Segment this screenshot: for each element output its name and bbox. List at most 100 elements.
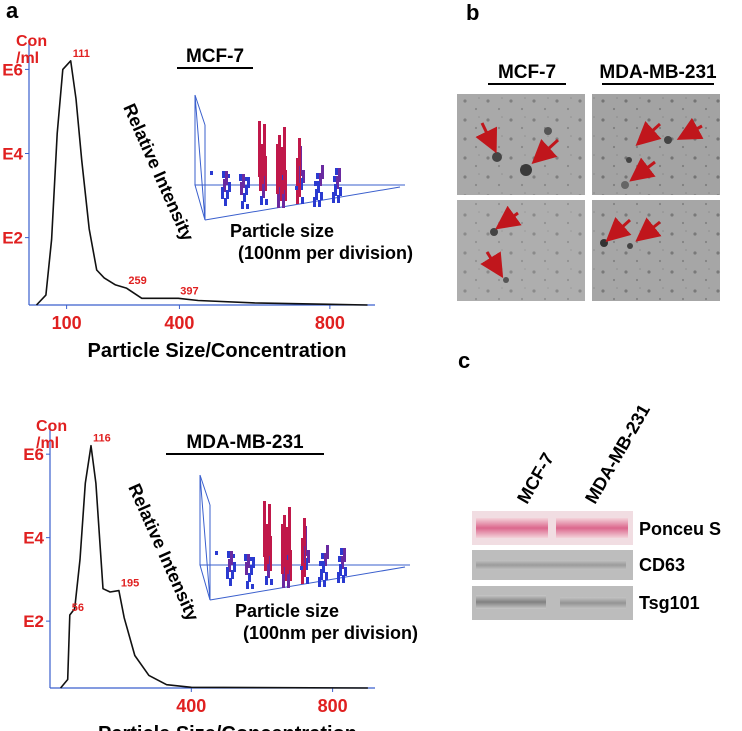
- inset-bar: [223, 179, 226, 192]
- blot-panel: MCF-7 MDA-MB-231 Ponceu S CD63 Tsg101: [472, 401, 721, 620]
- inset-bar: [323, 580, 326, 587]
- inset-bar: [282, 567, 285, 588]
- inset-bar: [334, 184, 337, 196]
- x-tick-label: 400: [164, 313, 194, 333]
- inset-bar: [263, 501, 266, 557]
- inset-bar: [332, 192, 335, 203]
- inset-bar: [287, 570, 290, 588]
- y-axis-label: /ml: [36, 435, 59, 452]
- inset-bar: [283, 127, 286, 187]
- data-line: [35, 60, 368, 306]
- inset-bar: [229, 578, 232, 586]
- inset-bar: [225, 171, 228, 185]
- inset-bar: [244, 177, 247, 181]
- row-label: CD63: [639, 555, 685, 575]
- inset-bar: [246, 581, 249, 589]
- inset-bar: [318, 200, 321, 207]
- peak-label: 111: [73, 48, 90, 60]
- row-label: Tsg101: [639, 593, 700, 613]
- y-axis-label: Con: [36, 418, 67, 435]
- x-axis-label: Particle Size/Concentration: [98, 723, 357, 731]
- inset-bar: [230, 551, 233, 565]
- panel-label: c: [458, 348, 470, 373]
- inset-bar: [325, 572, 328, 580]
- inset-bar: [302, 170, 305, 183]
- inset-bar: [340, 548, 343, 555]
- inset-bar: [248, 573, 251, 582]
- inset-bar: [337, 572, 340, 583]
- inset-bar: [333, 176, 336, 182]
- inset-axis-label: (100nm per division): [243, 623, 418, 643]
- inset-edge: [199, 474, 211, 506]
- inset-bar: [232, 554, 235, 558]
- inset-bar: [344, 567, 347, 576]
- inset-bar: [337, 195, 340, 203]
- inset-bar: [281, 524, 284, 574]
- inset-bar: [288, 507, 291, 567]
- peak-label: 397: [180, 285, 198, 297]
- inset-bar: [322, 561, 325, 573]
- inset-bar: [228, 182, 231, 192]
- inset-bar: [240, 182, 243, 195]
- peak-label: 116: [93, 433, 111, 445]
- y-tick-label: E6: [23, 445, 44, 464]
- inset-bar: [335, 168, 338, 175]
- inset-bar: [245, 562, 248, 575]
- inset-bar: [251, 584, 254, 589]
- y-tick-label: E6: [2, 60, 23, 79]
- inset-bar: [224, 198, 227, 206]
- inset-bar: [227, 174, 230, 178]
- inset-bar: [320, 569, 323, 580]
- chart-title: MDA-MB-231: [186, 432, 304, 453]
- inset-bar: [262, 176, 265, 198]
- inset-edge: [194, 94, 206, 126]
- column-header: MCF-7: [498, 62, 556, 83]
- row-label: Ponceu S: [639, 519, 721, 539]
- inset-bar: [283, 515, 286, 567]
- panel-label: b: [466, 0, 479, 25]
- peak-label: 195: [121, 578, 139, 590]
- chart: Con/ml E2 E4 E6 400 800 Particle Size/Concentr…: [23, 418, 418, 731]
- inset-3d-plot: Relative Intensity Particle size(100nm pe…: [119, 94, 413, 263]
- inset-bar: [263, 124, 266, 177]
- inset-bar: [246, 204, 249, 209]
- inset-bar: [300, 178, 303, 190]
- inset-bar: [260, 196, 263, 205]
- column-header: MDA-MB-231: [599, 62, 717, 83]
- inset-bar: [239, 174, 242, 181]
- inset-axis-label: (100nm per division): [238, 243, 413, 263]
- inset-bar: [282, 190, 285, 208]
- inset-bar: [258, 121, 261, 177]
- inset-bar: [221, 187, 224, 199]
- inset-bar: [226, 567, 229, 579]
- inset-bar: [321, 553, 324, 559]
- inset-bar: [336, 176, 339, 189]
- inset-axis-label: Particle size: [230, 221, 334, 241]
- inset-bar: [295, 186, 298, 190]
- inset-bar: [210, 171, 213, 175]
- y-tick-label: E4: [2, 145, 23, 164]
- inset-bar: [339, 564, 342, 576]
- x-tick-label: 800: [315, 313, 345, 333]
- column-header: MDA-MB-231: [581, 401, 654, 507]
- inset-bar: [321, 165, 324, 179]
- inset-bar: [338, 168, 341, 182]
- inset-bar: [249, 557, 252, 561]
- x-tick-label: 100: [52, 313, 82, 333]
- inset-bar: [314, 181, 317, 186]
- inset-bar: [319, 561, 322, 566]
- inset-bar: [315, 189, 318, 200]
- inset-bar: [342, 575, 345, 583]
- inset-bar: [265, 576, 268, 585]
- column-header: MCF-7: [513, 449, 558, 507]
- blot-image: [472, 511, 633, 620]
- inset-bar: [270, 579, 273, 585]
- inset-bar: [339, 187, 342, 196]
- inset-bar: [305, 558, 308, 570]
- inset-bar: [313, 197, 316, 207]
- peak-label: 259: [128, 275, 146, 287]
- inset-bar: [244, 554, 247, 561]
- inset-bar: [281, 147, 284, 194]
- inset-bar: [267, 556, 270, 578]
- inset-bar: [250, 565, 253, 575]
